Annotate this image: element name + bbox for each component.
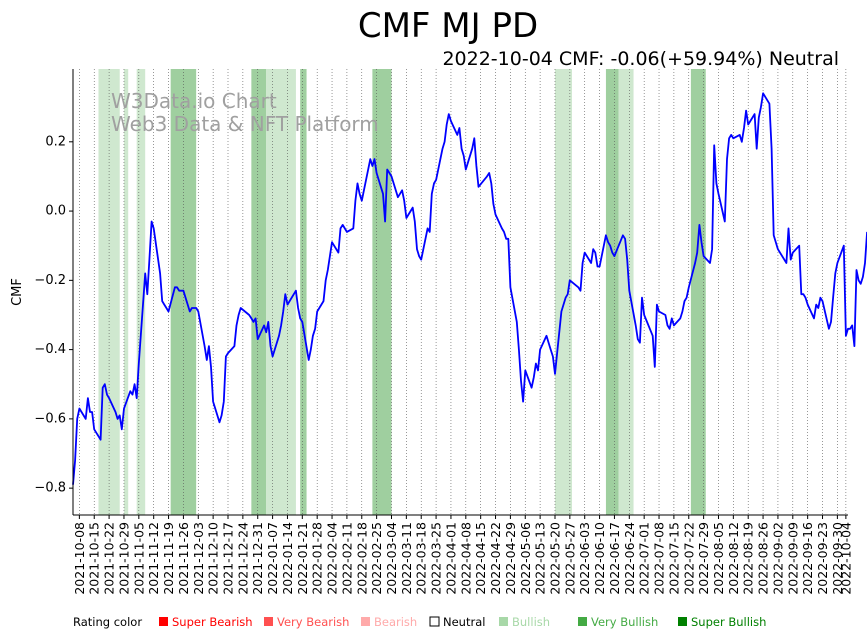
legend-swatch — [678, 617, 687, 626]
y-tick-label: −0.4 — [34, 342, 66, 357]
x-tick-label: 2022-06-17 — [607, 522, 622, 595]
x-tick-label: 2022-02-04 — [325, 522, 340, 595]
legend-item-label: Bullish — [512, 615, 550, 629]
x-tick-label: 2022-08-05 — [711, 522, 726, 595]
legend-title: Rating color — [73, 615, 142, 629]
y-axis-label: CMF — [10, 278, 25, 306]
legend-item-label: Very Bearish — [277, 615, 349, 629]
legend-swatch — [361, 617, 370, 626]
rating-band-6 — [300, 69, 307, 515]
x-ticks: 2021-10-08 2021-10-15 2021-10-22 2021-10-29… — [72, 515, 853, 595]
x-tick-label: 2021-12-24 — [235, 522, 250, 595]
x-tick-label: 2021-12-31 — [250, 522, 265, 595]
rating-band-2 — [136, 69, 146, 515]
cmf-series-line — [72, 92, 867, 485]
x-tick-label: 2022-08-26 — [756, 522, 771, 595]
x-tick-label: 2022-04-29 — [503, 522, 518, 595]
series-layer — [72, 92, 867, 485]
x-tick-label: 2022-07-22 — [681, 522, 696, 595]
x-tick-label: 2021-10-08 — [72, 522, 87, 595]
x-tick-label: 2022-05-06 — [518, 522, 533, 595]
x-tick-label: 2022-09-16 — [800, 522, 815, 595]
x-tick-label: 2022-01-28 — [310, 522, 325, 595]
x-tick-label: 2021-10-29 — [116, 522, 131, 595]
x-tick-label: 2022-03-11 — [399, 522, 414, 595]
x-tick-label: 2022-09-02 — [770, 522, 785, 595]
x-tick-label: 2021-11-26 — [176, 522, 191, 595]
x-tick-label: 2022-08-12 — [726, 522, 741, 595]
x-tick-label: 2022-09-09 — [785, 522, 800, 595]
watermark: W3Data.io Chart Web3 Data & NFT Platform — [111, 89, 379, 136]
x-tick-label: 2022-07-15 — [666, 522, 681, 595]
rating-band-1 — [123, 69, 129, 515]
x-tick-label: 2022-05-20 — [547, 522, 562, 595]
y-tick-label: −0.2 — [34, 273, 66, 288]
legend-item-label: Bearish — [374, 615, 417, 629]
x-tick-label: 2021-10-22 — [102, 522, 117, 595]
legend-swatch — [264, 617, 273, 626]
y-tick-label: 0.0 — [45, 204, 66, 219]
rating-band-11 — [690, 69, 706, 515]
y-tick-label: −0.6 — [34, 411, 66, 426]
x-tick-label: 2021-11-19 — [161, 522, 176, 595]
x-tick-label: 2022-03-04 — [384, 522, 399, 595]
rating-band-5 — [266, 69, 296, 515]
x-tick-label: 2022-04-15 — [473, 522, 488, 595]
x-tick-label: 2022-02-18 — [354, 522, 369, 595]
x-tick-label: 2022-07-29 — [696, 522, 711, 595]
legend-swatch — [499, 617, 508, 626]
x-tick-label: 2022-01-07 — [265, 522, 280, 595]
watermark-line1: W3Data.io Chart — [111, 89, 277, 113]
x-tick-label: 2022-06-03 — [577, 522, 592, 595]
x-tick-label: 2021-11-05 — [131, 522, 146, 595]
x-gridlines — [79, 69, 847, 515]
x-tick-label: 2022-01-21 — [295, 522, 310, 595]
y-ticks: −0.8 −0.6 −0.4 −0.2 0.0 0.2 — [34, 134, 73, 496]
x-tick-label: 2022-04-08 — [458, 522, 473, 595]
x-tick-label: 2022-04-22 — [488, 522, 503, 595]
x-tick-label: 2021-12-03 — [191, 522, 206, 595]
legend-item-label: Super Bearish — [172, 615, 253, 629]
x-tick-label: 2021-12-17 — [221, 522, 236, 595]
rating-legend: Rating color Super Bearish Very Bearish Bea… — [73, 615, 766, 629]
legend-item-label: Neutral — [443, 615, 485, 629]
legend-swatch — [429, 616, 440, 627]
x-tick-label: 2022-07-01 — [637, 522, 652, 595]
x-tick-label: 2022-05-27 — [562, 522, 577, 595]
rating-band-9 — [605, 69, 619, 515]
legend-item-label: Very Bullish — [591, 615, 658, 629]
legend-item-label: Super Bullish — [691, 615, 766, 629]
x-tick-label: 2021-12-10 — [206, 522, 221, 595]
rating-band-4 — [251, 69, 267, 515]
x-tick-label: 2022-03-18 — [414, 522, 429, 595]
x-tick-label: 2022-02-11 — [339, 522, 354, 595]
x-tick-label: 2022-09-30 — [830, 522, 845, 595]
x-tick-label: 2022-08-19 — [741, 522, 756, 595]
legend-swatch — [159, 617, 168, 626]
rating-band-10 — [618, 69, 634, 515]
x-tick-label: 2022-04-01 — [443, 522, 458, 595]
y-tick-label: −0.8 — [34, 481, 66, 496]
x-tick-label: 2022-09-23 — [815, 522, 830, 595]
x-tick-label: 2021-11-12 — [146, 522, 161, 595]
x-tick-label: 2022-01-14 — [280, 522, 295, 595]
x-tick-label: 2022-06-10 — [592, 522, 607, 595]
x-tick-label: 2022-05-13 — [533, 522, 548, 595]
chart-title: CMF MJ PD — [358, 6, 538, 46]
y-tick-label: 0.2 — [45, 134, 66, 149]
rating-band-8 — [554, 69, 572, 515]
legend-swatch — [578, 617, 587, 626]
x-tick-label: 2022-10-04 — [838, 522, 853, 595]
x-tick-label: 2021-10-15 — [87, 522, 102, 595]
x-tick-label: 2022-06-24 — [622, 522, 637, 595]
x-tick-label: 2022-07-08 — [652, 522, 667, 595]
x-tick-label: 2022-03-25 — [429, 522, 444, 595]
chart-subtitle: 2022-10-04 CMF: -0.06(+59.94%) Neutral — [442, 48, 839, 70]
x-tick-label: 2022-02-25 — [369, 522, 384, 595]
watermark-line2: Web3 Data & NFT Platform — [111, 112, 379, 136]
